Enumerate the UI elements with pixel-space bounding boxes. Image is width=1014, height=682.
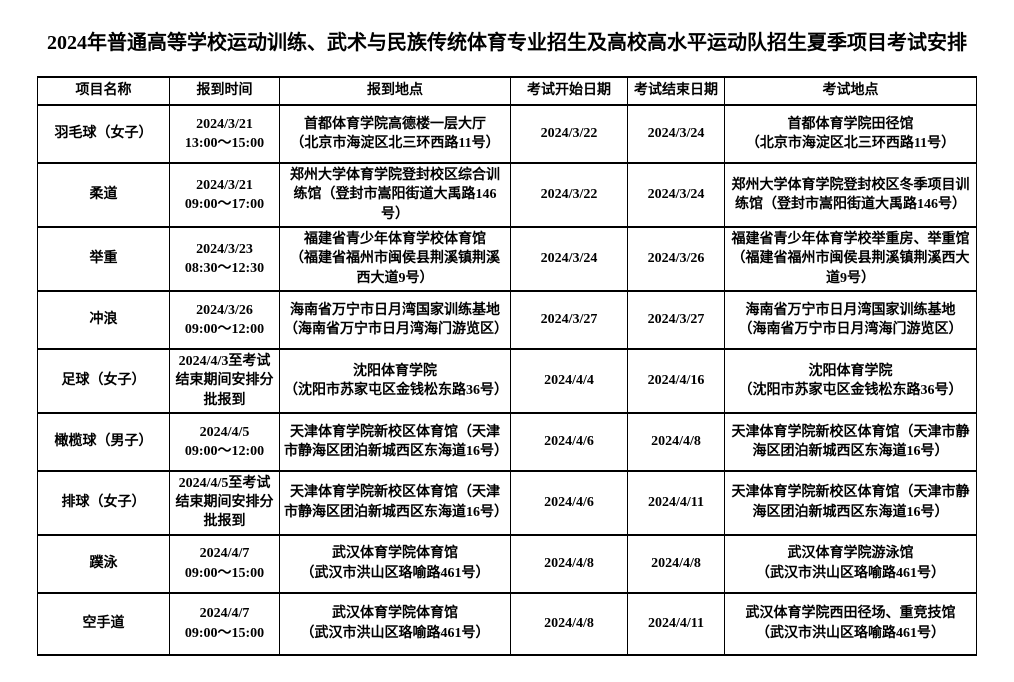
cell-name: 空手道 (37, 591, 170, 656)
cell-start-date: 2024/4/8 (510, 591, 628, 656)
cell-checkin-place: 福建省青少年体育学校体育馆 （福建省福州市闽侯县荆溪镇荆溪西大道9号） (279, 225, 511, 292)
cell-end-date: 2024/4/16 (627, 347, 725, 414)
cell-start-date: 2024/4/4 (510, 347, 628, 414)
cell-end-date: 2024/4/11 (627, 591, 725, 656)
table-row: 空手道 2024/4/7 09:00～15:00 武汉体育学院体育馆 （武汉市洪山区… (37, 591, 977, 656)
cell-start-date: 2024/4/6 (510, 411, 628, 472)
table-header-row: 项目名称 报到时间 报到地点 考试开始日期 考试结束日期 考试地点 (37, 76, 977, 106)
cell-name: 冲浪 (37, 289, 170, 350)
table-row: 羽毛球（女子） 2024/3/21 13:00～15:00 首都体育学院高德楼一层大… (37, 104, 977, 164)
cell-checkin-place: 天津体育学院新校区体育馆（天津市静海区团泊新城西区东海道16号） (279, 411, 511, 472)
cell-checkin-place: 首都体育学院高德楼一层大厅 （北京市海淀区北三环西路11号） (279, 104, 511, 164)
cell-checkin-time: 2024/4/7 09:00～15:00 (169, 533, 280, 594)
cell-checkin-time: 2024/4/5 09:00～12:00 (169, 411, 280, 472)
cell-checkin-place: 武汉体育学院体育馆 （武汉市洪山区珞喻路461号） (279, 533, 511, 594)
cell-start-date: 2024/4/8 (510, 533, 628, 594)
cell-exam-place: 海南省万宁市日月湾国家训练基地 （海南省万宁市日月湾海门游览区） (724, 289, 977, 350)
cell-exam-place: 福建省青少年体育学校举重房、举重馆（福建省福州市闽侯县荆溪镇荆溪西大道9号） (724, 225, 977, 292)
page-title: 2024年普通高等学校运动训练、武术与民族传统体育专业招生及高校高水平运动队招生… (47, 32, 967, 54)
cell-end-date: 2024/4/8 (627, 533, 725, 594)
cell-name: 排球（女子） (37, 469, 170, 536)
table-row: 柔道 2024/3/21 09:00～17:00 郑州大学体育学院登封校区综合训练馆… (37, 162, 977, 228)
table-row: 排球（女子） 2024/4/5至考试结束期间安排分批报到 天津体育学院新校区体育馆（… (37, 469, 977, 536)
cell-name: 柔道 (37, 162, 170, 228)
cell-checkin-place: 郑州大学体育学院登封校区综合训练馆（登封市嵩阳街道大禹路146号） (279, 162, 511, 228)
cell-start-date: 2024/3/24 (510, 225, 628, 292)
cell-checkin-place: 沈阳体育学院 （沈阳市苏家屯区金钱松东路36号） (279, 347, 511, 414)
cell-checkin-time: 2024/3/26 09:00～12:00 (169, 289, 280, 350)
cell-checkin-time: 2024/4/5至考试结束期间安排分批报到 (169, 469, 280, 536)
cell-start-date: 2024/3/22 (510, 104, 628, 164)
cell-exam-place: 武汉体育学院西田径场、重竞技馆 （武汉市洪山区珞喻路461号） (724, 591, 977, 656)
table-row: 冲浪 2024/3/26 09:00～12:00 海南省万宁市日月湾国家训练基地 （… (37, 289, 977, 350)
cell-checkin-time: 2024/3/21 09:00～17:00 (169, 162, 280, 228)
cell-end-date: 2024/3/26 (627, 225, 725, 292)
cell-checkin-place: 海南省万宁市日月湾国家训练基地 （海南省万宁市日月湾海门游览区） (279, 289, 511, 350)
cell-end-date: 2024/3/24 (627, 162, 725, 228)
cell-checkin-time: 2024/4/7 09:00～15:00 (169, 591, 280, 656)
cell-name: 蹼泳 (37, 533, 170, 594)
table-row: 橄榄球（男子） 2024/4/5 09:00～12:00 天津体育学院新校区体育馆（… (37, 411, 977, 472)
header-checkin-time: 报到时间 (169, 76, 280, 106)
header-project-name: 项目名称 (37, 76, 170, 106)
cell-name: 足球（女子） (37, 347, 170, 414)
cell-start-date: 2024/3/22 (510, 162, 628, 228)
cell-exam-place: 首都体育学院田径馆 （北京市海淀区北三环西路11号） (724, 104, 977, 164)
cell-exam-place: 天津体育学院新校区体育馆（天津市静海区团泊新城西区东海道16号） (724, 469, 977, 536)
header-exam-place: 考试地点 (724, 76, 977, 106)
cell-checkin-time: 2024/3/21 13:00～15:00 (169, 104, 280, 164)
cell-exam-place: 郑州大学体育学院登封校区冬季项目训练馆（登封市嵩阳街道大禹路146号） (724, 162, 977, 228)
cell-end-date: 2024/3/27 (627, 289, 725, 350)
cell-start-date: 2024/4/6 (510, 469, 628, 536)
cell-name: 羽毛球（女子） (37, 104, 170, 164)
header-checkin-place: 报到地点 (279, 76, 511, 106)
cell-exam-place: 武汉体育学院游泳馆 （武汉市洪山区珞喻路461号） (724, 533, 977, 594)
header-exam-end-date: 考试结束日期 (627, 76, 725, 106)
cell-checkin-place: 天津体育学院新校区体育馆（天津市静海区团泊新城西区东海道16号） (279, 469, 511, 536)
cell-end-date: 2024/3/24 (627, 104, 725, 164)
cell-end-date: 2024/4/11 (627, 469, 725, 536)
cell-checkin-time: 2024/4/3至考试结束期间安排分批报到 (169, 347, 280, 414)
table-row: 蹼泳 2024/4/7 09:00～15:00 武汉体育学院体育馆 （武汉市洪山区珞… (37, 533, 977, 594)
cell-name: 橄榄球（男子） (37, 411, 170, 472)
cell-exam-place: 天津体育学院新校区体育馆（天津市静海区团泊新城西区东海道16号） (724, 411, 977, 472)
cell-checkin-place: 武汉体育学院体育馆 （武汉市洪山区珞喻路461号） (279, 591, 511, 656)
cell-exam-place: 沈阳体育学院 （沈阳市苏家屯区金钱松东路36号） (724, 347, 977, 414)
exam-schedule-table: 项目名称 报到时间 报到地点 考试开始日期 考试结束日期 考试地点 羽毛球（女子… (37, 76, 977, 656)
cell-end-date: 2024/4/8 (627, 411, 725, 472)
table-row: 举重 2024/3/23 08:30～12:30 福建省青少年体育学校体育馆 （福建… (37, 225, 977, 292)
cell-start-date: 2024/3/27 (510, 289, 628, 350)
cell-checkin-time: 2024/3/23 08:30～12:30 (169, 225, 280, 292)
cell-name: 举重 (37, 225, 170, 292)
header-exam-start-date: 考试开始日期 (510, 76, 628, 106)
table-row: 足球（女子） 2024/4/3至考试结束期间安排分批报到 沈阳体育学院 （沈阳市苏家… (37, 347, 977, 414)
document-page: 2024年普通高等学校运动训练、武术与民族传统体育专业招生及高校高水平运动队招生… (0, 32, 1014, 656)
